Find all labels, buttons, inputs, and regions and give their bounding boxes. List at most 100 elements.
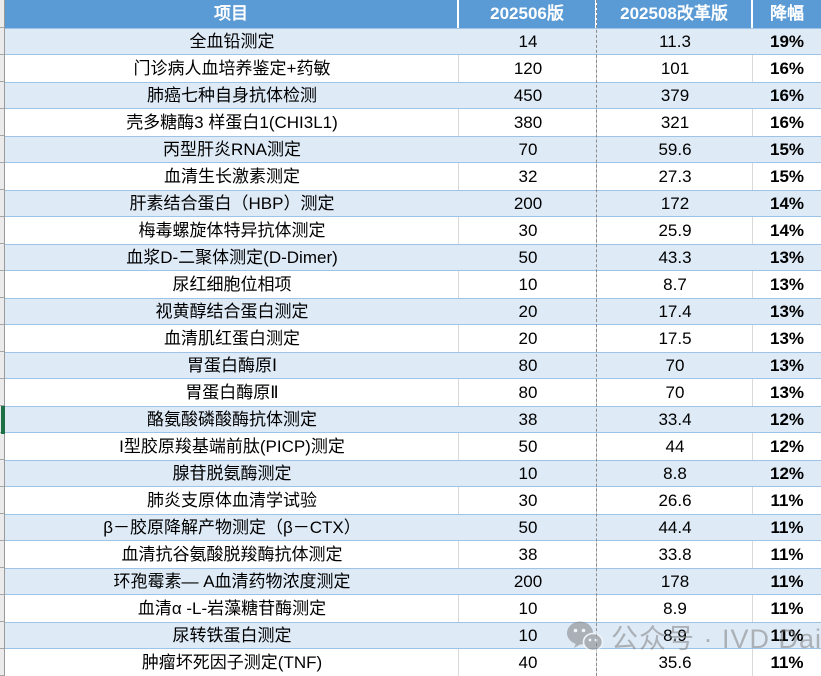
cell-drop-pct[interactable]: 11% xyxy=(770,572,804,591)
cell-drop-pct[interactable]: 13% xyxy=(769,275,805,294)
cell-202506-fee[interactable]: 200 xyxy=(513,572,543,591)
cell-202508-fee[interactable]: 8.7 xyxy=(597,271,753,298)
cell-item[interactable]: 血清肌红蛋白测定 xyxy=(5,325,459,352)
cell-202506-fee[interactable]: 50 xyxy=(518,248,538,267)
cell-item[interactable]: 胃蛋白酶原Ⅰ xyxy=(186,356,277,375)
cell-202506-fee[interactable]: 80 xyxy=(518,356,538,375)
cell-202508-fee[interactable]: 26.6 xyxy=(597,487,753,514)
cell-202506-fee[interactable]: 14 xyxy=(518,32,538,51)
header-cell-drop[interactable]: 降幅 xyxy=(770,4,804,23)
cell-item[interactable]: 门诊病人血培养鉴定+药敏 xyxy=(5,55,459,82)
cell-item[interactable]: 血清生长激素测定 xyxy=(5,163,459,190)
cell-drop-pct[interactable]: 15% xyxy=(769,167,805,186)
cell-202506-fee[interactable]: 32 xyxy=(459,163,597,190)
cell-202506-fee[interactable]: 38 xyxy=(518,410,538,429)
cell-drop-pct[interactable]: 11% xyxy=(770,545,804,564)
cell-item[interactable]: 梅毒螺旋体特异抗体测定 xyxy=(5,217,459,244)
cell-drop-pct[interactable]: 11% xyxy=(770,518,804,537)
cell-item[interactable]: 肺炎支原体血清学试验 xyxy=(5,487,459,514)
cell-202506-fee[interactable]: 20 xyxy=(518,302,538,321)
cell-drop-pct[interactable]: 15% xyxy=(769,140,805,159)
cell-drop-pct[interactable]: 11% xyxy=(770,626,804,645)
cell-drop-pct[interactable]: 19% xyxy=(769,32,805,51)
header-cell-202508[interactable]: 202508改革版 xyxy=(597,0,753,28)
cell-item[interactable]: I型胶原羧基端前肽(PICP)测定 xyxy=(5,433,459,460)
cell-item[interactable]: 尿红细胞位相项 xyxy=(5,271,459,298)
cell-202508-fee[interactable]: 33.8 xyxy=(597,541,753,568)
cell-drop-pct[interactable]: 13% xyxy=(769,383,805,402)
cell-item[interactable]: 丙型肝炎RNA测定 xyxy=(163,140,301,159)
cell-drop-pct[interactable]: 16% xyxy=(769,59,805,78)
cell-202508-fee[interactable]: 70 xyxy=(665,356,685,375)
cell-item[interactable]: 腺苷脱氨酶测定 xyxy=(172,464,292,483)
cell-202506-fee[interactable]: 50 xyxy=(459,433,597,460)
cell-item[interactable]: 肿瘤坏死因子测定(TNF) xyxy=(5,649,459,676)
cell-drop-pct[interactable]: 13% xyxy=(769,248,805,267)
cell-202506-fee[interactable]: 40 xyxy=(459,649,597,676)
cell-202508-fee[interactable]: 11.3 xyxy=(659,32,691,51)
cell-drop-pct[interactable]: 11% xyxy=(770,491,804,510)
cell-202506-fee[interactable]: 30 xyxy=(459,217,597,244)
cell-202506-fee[interactable]: 120 xyxy=(459,55,597,82)
cell-drop-pct[interactable]: 14% xyxy=(769,221,805,240)
cell-drop-pct[interactable]: 11% xyxy=(770,653,804,672)
cell-202506-fee[interactable]: 380 xyxy=(459,109,597,136)
cell-202506-fee[interactable]: 30 xyxy=(459,487,597,514)
cell-202508-fee[interactable]: 44 xyxy=(597,433,753,460)
cell-drop-pct[interactable]: 13% xyxy=(769,302,805,321)
cell-202508-fee[interactable]: 379 xyxy=(660,86,690,105)
cell-202508-fee[interactable]: 70 xyxy=(597,379,753,406)
cell-drop-pct[interactable]: 11% xyxy=(770,599,804,618)
cell-202506-fee[interactable]: 200 xyxy=(513,194,543,213)
cell-202508-fee[interactable]: 44.4 xyxy=(658,518,692,537)
cell-item[interactable]: 视黄醇结合蛋白测定 xyxy=(155,302,309,321)
cell-202508-fee[interactable]: 172 xyxy=(660,194,690,213)
cell-202508-fee[interactable]: 8.9 xyxy=(597,595,753,622)
cell-202506-fee[interactable]: 20 xyxy=(459,325,597,352)
cell-202506-fee[interactable]: 10 xyxy=(518,464,538,483)
cell-202508-fee[interactable]: 33.4 xyxy=(658,410,692,429)
cell-202508-fee[interactable]: 25.9 xyxy=(597,217,753,244)
cell-drop-pct[interactable]: 16% xyxy=(769,113,805,132)
cell-drop-pct[interactable]: 13% xyxy=(769,329,805,348)
cell-item[interactable]: 肝素结合蛋白（HBP）测定 xyxy=(129,194,335,213)
cell-item[interactable]: 血浆D-二聚体测定(D-Dimer) xyxy=(126,248,338,267)
cell-202506-fee[interactable]: 10 xyxy=(518,626,538,645)
cell-202508-fee[interactable]: 321 xyxy=(597,109,753,136)
cell-item[interactable]: 酪氨酸磷酸酶抗体测定 xyxy=(147,410,317,429)
cell-item[interactable]: 胃蛋白酶原Ⅱ xyxy=(5,379,459,406)
cell-drop-pct[interactable]: 13% xyxy=(769,356,805,375)
cell-item[interactable]: 壳多糖酶3 样蛋白1(CHI3L1) xyxy=(5,109,459,136)
cell-item[interactable]: 血清抗谷氨酸脱羧酶抗体测定 xyxy=(5,541,459,568)
cell-202506-fee[interactable]: 450 xyxy=(513,86,543,105)
cell-202508-fee[interactable]: 17.5 xyxy=(597,325,753,352)
cell-item[interactable]: 肺癌七种自身抗体检测 xyxy=(147,86,317,105)
cell-drop-pct[interactable]: 14% xyxy=(769,194,805,213)
cell-202506-fee[interactable]: 10 xyxy=(459,271,597,298)
cell-202508-fee[interactable]: 59.6 xyxy=(658,140,692,159)
cell-drop-pct[interactable]: 12% xyxy=(769,410,805,429)
cell-202506-fee[interactable]: 70 xyxy=(518,140,538,159)
cell-202508-fee[interactable]: 27.3 xyxy=(597,163,753,190)
header-cell-item[interactable]: 项目 xyxy=(5,0,459,28)
cell-202508-fee[interactable]: 35.6 xyxy=(597,649,753,676)
cell-item[interactable]: 尿转铁蛋白测定 xyxy=(172,626,292,645)
cell-202508-fee[interactable]: 101 xyxy=(597,55,753,82)
cell-202508-fee[interactable]: 17.4 xyxy=(658,302,692,321)
cell-drop-pct[interactable]: 16% xyxy=(769,86,805,105)
cell-item[interactable]: 环孢霉素— A血清药物浓度测定 xyxy=(113,572,351,591)
cell-202506-fee[interactable]: 38 xyxy=(459,541,597,568)
cell-202508-fee[interactable]: 43.3 xyxy=(658,248,692,267)
cell-202508-fee[interactable]: 8.9 xyxy=(663,626,687,645)
cell-drop-pct[interactable]: 12% xyxy=(769,464,805,483)
cell-drop-pct[interactable]: 12% xyxy=(769,437,805,456)
cell-202506-fee[interactable]: 80 xyxy=(459,379,597,406)
cell-item[interactable]: β－胶原降解产物测定（β－CTX） xyxy=(103,518,361,537)
cell-202506-fee[interactable]: 10 xyxy=(459,595,597,622)
cell-item[interactable]: 血清α -L-岩藻糖苷酶测定 xyxy=(5,595,459,622)
cell-item[interactable]: 全血铅测定 xyxy=(189,32,275,51)
header-cell-202506[interactable]: 202506版 xyxy=(459,0,597,28)
cell-202506-fee[interactable]: 50 xyxy=(518,518,538,537)
cell-202508-fee[interactable]: 178 xyxy=(660,572,690,591)
cell-202508-fee[interactable]: 8.8 xyxy=(663,464,687,483)
